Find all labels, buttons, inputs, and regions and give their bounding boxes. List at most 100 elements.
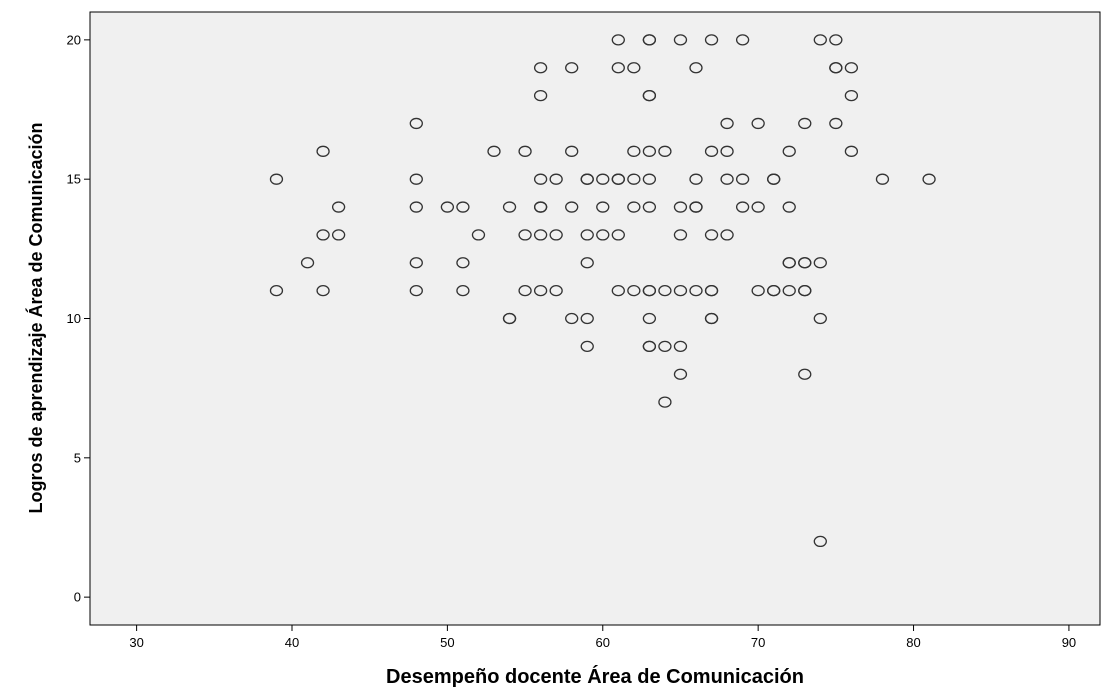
data-point xyxy=(642,284,657,297)
data-point xyxy=(409,201,423,213)
data-point xyxy=(518,229,532,241)
data-point xyxy=(798,257,812,269)
data-point xyxy=(813,257,827,269)
data-point xyxy=(409,257,423,269)
data-point xyxy=(627,62,641,74)
y-tick-label: 15 xyxy=(67,172,81,187)
data-point xyxy=(813,34,827,46)
plot-area xyxy=(89,11,1101,626)
data-point xyxy=(875,173,890,185)
x-tick-label: 60 xyxy=(596,635,610,650)
data-point xyxy=(533,284,548,297)
data-point xyxy=(673,229,688,241)
x-tick-label: 30 xyxy=(129,635,143,650)
data-point xyxy=(611,34,625,46)
data-point xyxy=(673,34,688,46)
data-point xyxy=(642,34,657,46)
data-point xyxy=(596,229,610,241)
data-point xyxy=(689,284,703,297)
data-point xyxy=(767,173,781,185)
data-point xyxy=(844,62,859,74)
data-point xyxy=(658,145,672,157)
data-point xyxy=(565,312,579,325)
data-point xyxy=(704,284,719,297)
data-point xyxy=(456,284,470,297)
data-point xyxy=(269,284,284,297)
data-point xyxy=(673,284,688,297)
data-point xyxy=(565,201,579,213)
data-point xyxy=(580,229,594,241)
data-point xyxy=(658,340,672,353)
data-point xyxy=(798,368,812,380)
data-point xyxy=(704,312,719,325)
data-point xyxy=(409,173,423,185)
data-point xyxy=(782,257,796,269)
data-point xyxy=(829,117,843,130)
data-point xyxy=(673,201,688,213)
data-point xyxy=(751,284,765,297)
data-point xyxy=(580,312,594,325)
data-point xyxy=(316,284,330,297)
x-tick-label: 90 xyxy=(1062,635,1076,650)
data-point xyxy=(549,229,563,241)
data-point xyxy=(798,117,812,130)
y-tick-label: 10 xyxy=(67,311,81,326)
data-point xyxy=(549,173,563,185)
data-point xyxy=(456,257,470,269)
data-point xyxy=(673,368,688,380)
data-point xyxy=(782,145,796,157)
data-point xyxy=(642,89,657,102)
data-point xyxy=(565,145,579,157)
y-tick-label: 20 xyxy=(67,32,81,47)
data-point xyxy=(300,257,315,269)
data-point xyxy=(331,229,346,241)
data-point xyxy=(533,201,548,213)
data-point xyxy=(642,145,657,157)
data-point xyxy=(673,340,688,353)
data-point xyxy=(735,201,750,213)
data-point xyxy=(704,34,719,46)
data-point xyxy=(580,340,594,353)
data-point xyxy=(720,117,734,130)
data-point xyxy=(658,396,672,408)
x-tick-label: 70 xyxy=(751,635,765,650)
data-point xyxy=(813,535,827,548)
data-point xyxy=(487,145,501,157)
x-tick-label: 40 xyxy=(285,635,299,650)
data-point xyxy=(720,145,734,157)
data-point xyxy=(627,173,641,185)
data-point xyxy=(844,145,859,157)
data-point xyxy=(751,201,765,213)
data-point xyxy=(627,201,641,213)
data-points xyxy=(269,34,936,548)
data-point xyxy=(316,145,330,157)
data-point xyxy=(704,229,719,241)
y-tick-label: 5 xyxy=(74,450,81,465)
data-point xyxy=(642,312,657,325)
data-point xyxy=(518,145,532,157)
data-point xyxy=(518,284,532,297)
y-axis-title: Logros de aprendizaje Área de Comunicaci… xyxy=(25,122,46,513)
data-point xyxy=(533,229,548,241)
data-point xyxy=(844,89,859,102)
data-point xyxy=(611,284,625,297)
data-point xyxy=(689,201,703,213)
data-point xyxy=(627,145,641,157)
data-point xyxy=(735,34,750,46)
data-point xyxy=(720,229,734,241)
data-point xyxy=(751,117,765,130)
data-point xyxy=(409,284,423,297)
data-point xyxy=(829,62,843,74)
data-point xyxy=(596,173,610,185)
data-point xyxy=(565,62,579,74)
data-point xyxy=(409,117,423,130)
data-point xyxy=(642,201,657,213)
data-point xyxy=(533,89,548,102)
data-point xyxy=(440,201,455,213)
data-point xyxy=(735,173,750,185)
y-tick-label: 0 xyxy=(74,590,81,605)
data-point xyxy=(580,173,594,185)
data-point xyxy=(580,257,594,269)
data-point xyxy=(611,229,625,241)
